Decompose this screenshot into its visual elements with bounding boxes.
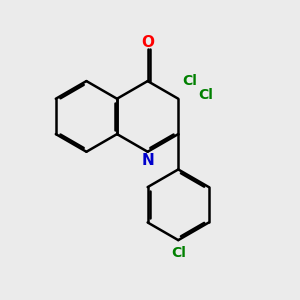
Text: O: O <box>141 35 154 50</box>
Text: Cl: Cl <box>171 245 186 260</box>
Text: Cl: Cl <box>198 88 213 101</box>
Text: N: N <box>141 153 154 168</box>
Text: Cl: Cl <box>182 74 197 88</box>
